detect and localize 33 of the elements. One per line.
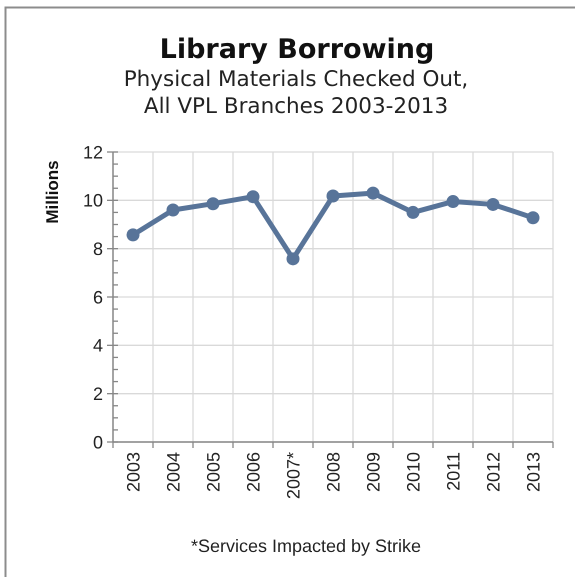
x-tick-label: 2010: [403, 452, 424, 492]
x-tick-label: 2005: [203, 452, 224, 492]
point: [366, 186, 380, 200]
y-tick-label: 10: [82, 190, 103, 211]
x-tick-label: 2008: [323, 452, 344, 492]
y-tick-label: 4: [92, 336, 103, 356]
x-tick-label: 2012: [483, 452, 504, 492]
x-tick-label: 2004: [163, 452, 184, 492]
point: [286, 252, 300, 266]
chart-subtitle: Physical Materials Checked Out, All VPL Branches 2003-2013: [124, 67, 468, 119]
chart-title: Library Borrowing: [160, 34, 434, 65]
point: [406, 206, 420, 219]
point: [486, 198, 500, 211]
x-tick-label: 2007*: [283, 452, 304, 500]
x-tick-label: 2013: [523, 452, 544, 492]
x-tick-label: 2011: [443, 452, 464, 491]
y-tick-label: 8: [92, 238, 103, 259]
x-tick-label: 2006: [243, 452, 264, 492]
y-tick-label: 6: [92, 287, 103, 308]
point: [246, 190, 260, 204]
y-tick-label: 12: [82, 142, 103, 162]
text: *Services Impacted by Strike: [190, 536, 422, 556]
point: [206, 197, 220, 210]
x-tick-label: 2009: [363, 452, 384, 492]
point: [326, 189, 340, 202]
point: [446, 195, 460, 208]
point: [126, 228, 140, 242]
y-tick-label: 2: [92, 384, 103, 404]
x-tick-label: 2003: [123, 452, 144, 492]
point: [526, 211, 540, 224]
y-tick-label: 0: [92, 432, 103, 452]
y-axis-title: Millions: [43, 160, 62, 224]
point: [166, 204, 180, 216]
